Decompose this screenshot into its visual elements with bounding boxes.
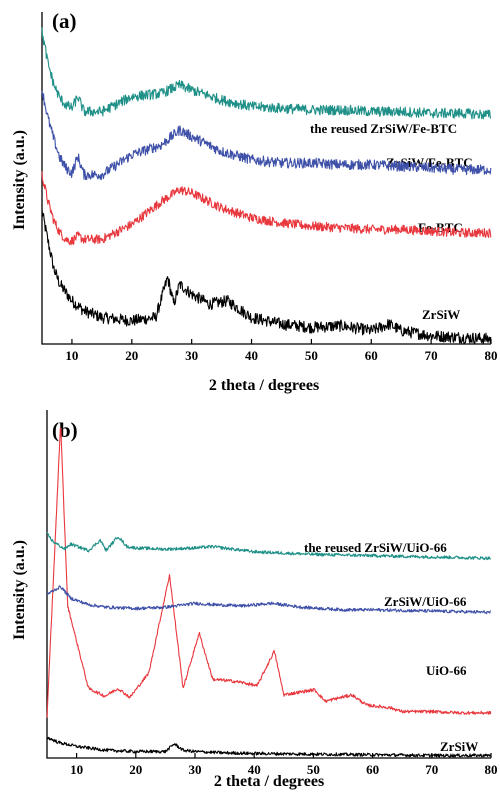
- panel-b-series-the-reused-zrsiw-uio-66: [46, 532, 492, 561]
- panel-b-x-tick-label-20: 20: [129, 762, 142, 777]
- panel-b-label-zrsiw-uio-66: ZrSiW/UiO-66: [384, 594, 467, 609]
- panel-a-x-tick-label-40: 40: [245, 348, 258, 363]
- panel-b-x-tick-label-50: 50: [307, 762, 320, 777]
- panel-b-label-uio-66: UiO-66: [426, 663, 467, 678]
- panel-a: (a) Intensity (a.u.) 2 theta / degrees t…: [11, 9, 498, 394]
- panel-b-label: (b): [52, 418, 78, 442]
- panel-b-x-tick-label-40: 40: [248, 762, 261, 777]
- panel-b-x-tick-label-30: 30: [189, 762, 202, 777]
- panel-a-label-zrsiw: ZrSiW: [422, 307, 460, 322]
- panel-a-x-tick-label-60: 60: [365, 348, 378, 363]
- panel-b-y-axis-title: Intensity (a.u.): [11, 540, 28, 640]
- panel-b-x-tick-label-60: 60: [366, 762, 379, 777]
- panel-a-x-tick-label-20: 20: [125, 348, 138, 363]
- panel-a-series-zrsiw: [41, 209, 492, 345]
- panel-a-x-tick-label-80: 80: [485, 348, 498, 363]
- panel-a-x-tick-label-10: 10: [65, 348, 78, 363]
- panel-a-y-axis-title: Intensity (a.u.): [11, 130, 28, 230]
- panel-a-series-zrsiw-fe-btc: [41, 90, 492, 181]
- panel-b-series-uio-66: [46, 427, 492, 718]
- panel-b-x-tick-label-70: 70: [425, 762, 438, 777]
- panel-a-series-fe-btc: [41, 171, 492, 246]
- panel-a-axes: [41, 12, 491, 345]
- panel-b-label-reused-zrsiw-uio-66: the reused ZrSiW/UiO-66: [304, 540, 447, 555]
- panel-b-series-zrsiw-uio-66: [46, 585, 491, 615]
- panel-b-axes: [46, 410, 491, 759]
- panel-a-x-axis-title: 2 theta / degrees: [209, 377, 319, 394]
- panel-b-x-axis-title: 2 theta / degrees: [214, 773, 324, 790]
- panel-b-x-tick-label-10: 10: [70, 762, 83, 777]
- panel-a-label-reused-zrsiw-fe-btc: the reused ZrSiW/Fe-BTC: [310, 121, 457, 136]
- panel-a-x-tick-label-70: 70: [425, 348, 438, 363]
- panel-b-x-tick-label-80: 80: [485, 762, 498, 777]
- panel-a-x-tick-label-30: 30: [185, 348, 198, 363]
- panel-a-label: (a): [52, 9, 77, 33]
- panel-b-label-zrsiw: ZrSiW: [440, 739, 478, 754]
- panel-a-x-tick-label-50: 50: [305, 348, 318, 363]
- panel-b: (b) Intensity (a.u.) 2 theta / degrees t…: [11, 410, 498, 790]
- panel-b-series-zrsiw: [46, 736, 492, 758]
- panel-a-series-the-reused-zrsiw-fe-btc: [41, 27, 492, 120]
